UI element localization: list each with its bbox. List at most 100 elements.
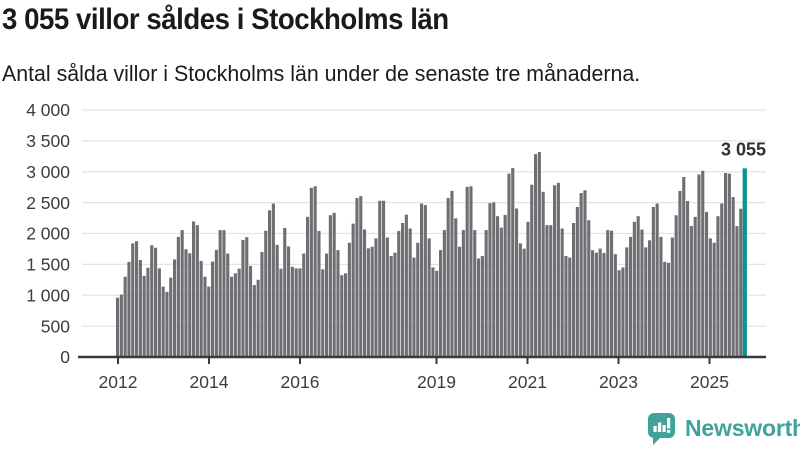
bar — [408, 228, 412, 357]
brand-name: Newsworthy — [685, 415, 800, 441]
bar — [663, 261, 667, 357]
bar — [640, 229, 644, 357]
bar — [412, 257, 416, 357]
bar — [575, 206, 579, 357]
bar — [610, 230, 614, 357]
x-tick-label: 2021 — [508, 372, 547, 392]
y-axis-labels: 0 500 1 000 1 500 2 000 2 500 3 000 3 500 4 000 — [26, 100, 70, 367]
bar — [492, 202, 496, 357]
bar — [598, 248, 602, 357]
bar — [511, 168, 515, 357]
bar — [591, 250, 595, 357]
bar — [439, 250, 443, 357]
x-tick-label: 2016 — [281, 372, 320, 392]
bar — [461, 230, 465, 357]
bar — [507, 173, 511, 357]
bar — [127, 261, 131, 357]
bar — [553, 185, 557, 357]
bar — [427, 238, 431, 357]
bar — [522, 248, 526, 357]
bar — [119, 294, 123, 357]
bar — [188, 253, 192, 357]
bar — [587, 220, 591, 357]
bar — [370, 246, 374, 357]
bar — [484, 230, 488, 357]
x-tick-label: 2023 — [599, 372, 638, 392]
bar — [222, 230, 226, 357]
bar — [420, 203, 424, 357]
bar — [488, 203, 492, 357]
y-tick-label: 1 000 — [26, 285, 70, 305]
bar — [161, 286, 165, 357]
bar — [347, 242, 351, 357]
bar — [157, 268, 161, 357]
bar — [682, 177, 686, 357]
bar — [256, 279, 260, 357]
y-tick-label: 3 000 — [26, 162, 70, 182]
bar — [708, 238, 712, 357]
bar — [237, 268, 241, 357]
bar — [556, 182, 560, 357]
bar — [655, 203, 659, 357]
bar — [625, 247, 629, 357]
bar — [298, 268, 302, 357]
bar — [716, 216, 720, 357]
bar — [606, 230, 610, 357]
bar — [686, 201, 690, 357]
bar — [214, 249, 218, 357]
bar — [245, 237, 249, 357]
bar — [328, 215, 332, 357]
bar — [705, 211, 709, 357]
y-tick-label: 1 500 — [26, 255, 70, 275]
newsworthy-logo[interactable]: Newsworthy — [645, 411, 800, 446]
bar — [154, 247, 158, 357]
bar — [632, 221, 636, 357]
bar — [252, 285, 256, 357]
bar — [207, 286, 211, 357]
bar — [541, 191, 545, 357]
bar — [693, 216, 697, 357]
bar — [363, 229, 367, 357]
bar — [173, 259, 177, 357]
bar — [366, 248, 370, 357]
bar — [176, 236, 180, 357]
bar — [351, 223, 355, 357]
bar — [325, 253, 329, 357]
y-tick-label: 500 — [41, 316, 70, 336]
bar — [313, 186, 317, 357]
x-tick-label: 2019 — [417, 372, 456, 392]
bar — [720, 203, 724, 357]
bar — [724, 172, 728, 357]
bar — [184, 249, 188, 357]
bar — [496, 216, 500, 357]
bar — [135, 241, 139, 357]
bar — [275, 244, 279, 357]
bar — [518, 243, 522, 357]
bar — [617, 270, 621, 357]
bar — [264, 230, 268, 357]
bar — [465, 186, 469, 357]
bar — [271, 203, 275, 357]
bar — [477, 258, 481, 357]
bar — [385, 237, 389, 357]
bar — [442, 230, 446, 357]
bar — [233, 273, 237, 357]
bar — [241, 239, 245, 357]
bar — [393, 252, 397, 357]
bar — [446, 197, 450, 357]
bar — [613, 254, 617, 357]
bar — [549, 225, 553, 357]
bar — [230, 276, 234, 357]
x-tick-label: 2014 — [190, 372, 229, 392]
bar — [374, 238, 378, 357]
bar — [473, 230, 477, 357]
bar — [629, 236, 633, 357]
bar — [226, 253, 230, 357]
bar — [401, 223, 405, 357]
bar — [499, 227, 503, 357]
bar — [697, 174, 701, 357]
bar — [249, 265, 253, 357]
bar — [165, 291, 169, 357]
bar — [382, 200, 386, 357]
bar — [199, 260, 203, 357]
